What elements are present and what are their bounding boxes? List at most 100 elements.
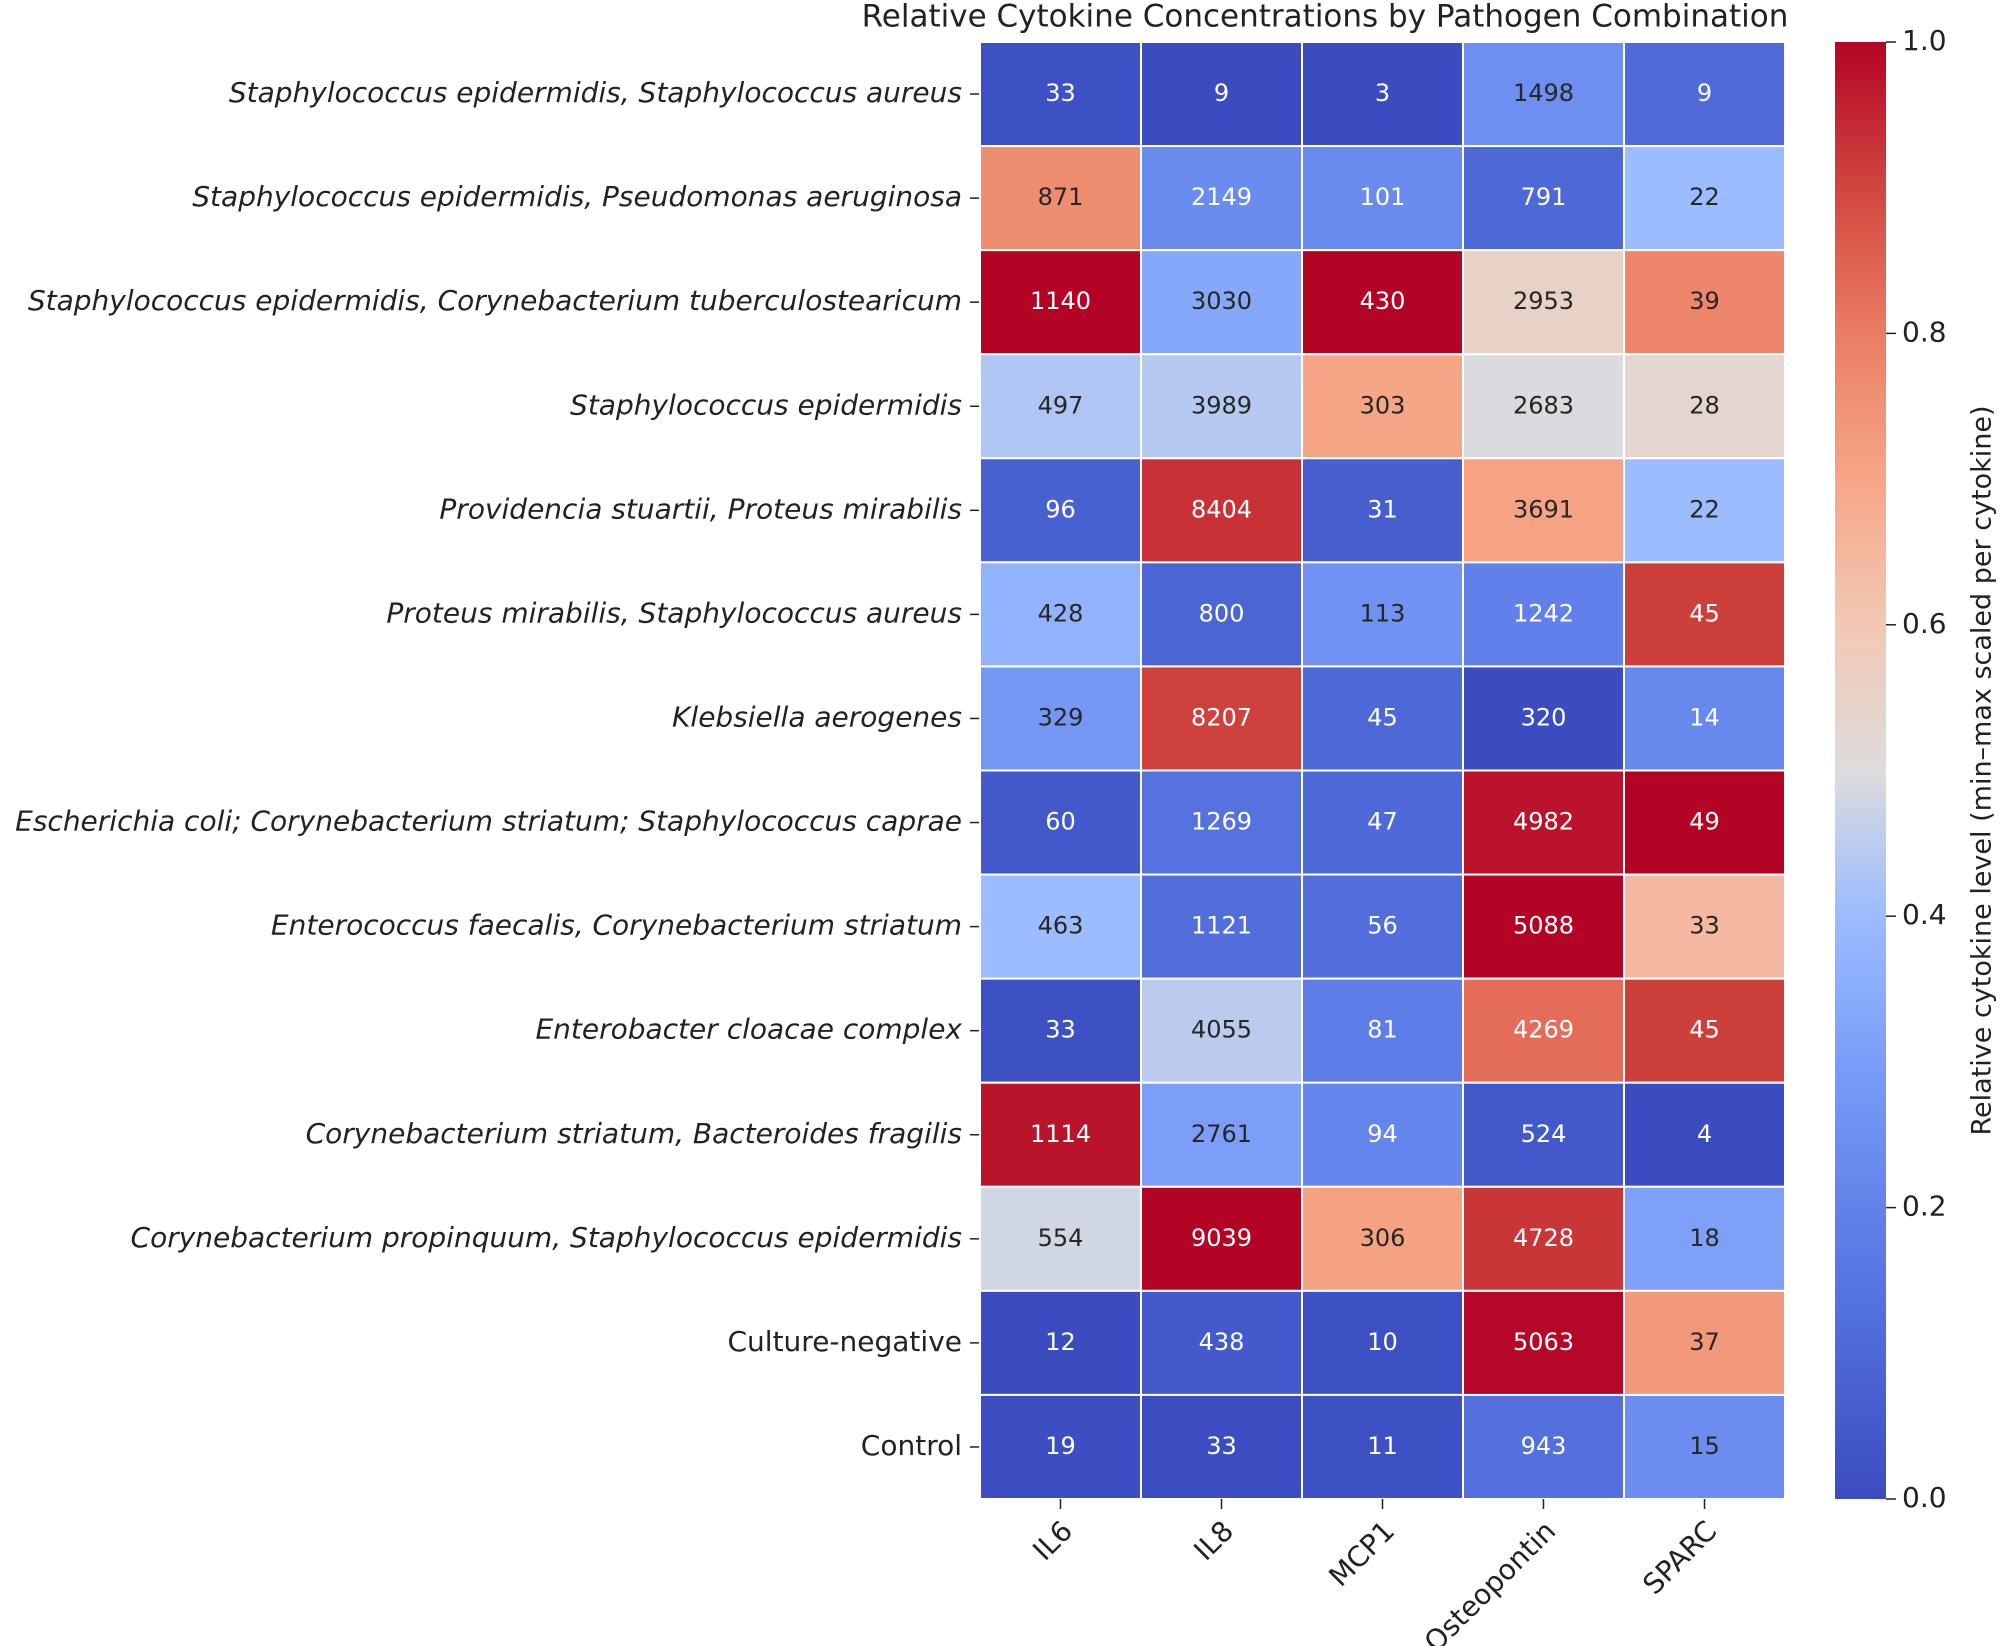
cell-label: 45	[1367, 703, 1398, 731]
heatmap-cell	[1140, 1081, 1303, 1188]
heatmap-cell	[1462, 1081, 1625, 1188]
cell-label: 5063	[1513, 1328, 1574, 1356]
cell-label: 943	[1521, 1432, 1567, 1460]
heatmap-cell	[1623, 561, 1786, 668]
row-label: Escherichia coli; Corynebacterium striat…	[15, 805, 962, 838]
cell-label: 33	[1045, 1016, 1076, 1044]
column-label: IL8	[1187, 1514, 1240, 1567]
cell-label: 8404	[1191, 495, 1252, 523]
heatmap-cell	[1462, 769, 1625, 876]
column-label: MCP1	[1322, 1514, 1401, 1593]
heatmap-cell	[1623, 1185, 1786, 1292]
heatmap-cell	[1462, 353, 1625, 460]
row-label: Enterobacter cloacae complex	[535, 1013, 962, 1046]
cell-label: 22	[1689, 183, 1720, 211]
heatmap-cell	[1301, 769, 1464, 876]
cell-label: 320	[1521, 703, 1567, 731]
heatmap-cell	[1623, 977, 1786, 1084]
row-label: Corynebacterium propinquum, Staphylococc…	[131, 1221, 962, 1254]
heatmap-cell	[1623, 353, 1786, 460]
heatmap-cell	[1623, 1393, 1786, 1501]
heatmap-cell	[1623, 1289, 1786, 1396]
heatmap-cell	[1140, 665, 1303, 772]
cell-label: 113	[1360, 599, 1406, 627]
cell-label: 14	[1689, 703, 1720, 731]
cell-label: 31	[1367, 495, 1398, 523]
chart-title: Relative Cytokine Concentrations by Path…	[862, 0, 1789, 35]
heatmap-cell	[1301, 353, 1464, 460]
heatmap-cell	[1623, 249, 1786, 356]
heatmap-cell	[1623, 41, 1786, 148]
cell-label: 3691	[1513, 495, 1574, 523]
cell-label: 60	[1045, 808, 1076, 836]
cell-label: 4982	[1513, 808, 1574, 836]
cell-label: 2149	[1191, 183, 1252, 211]
heatmap-cell	[1140, 249, 1303, 356]
column-label: Osteopontin	[1418, 1514, 1562, 1646]
heatmap-cell	[1301, 249, 1464, 356]
cell-label: 3	[1375, 79, 1390, 107]
heatmap-cell	[1462, 249, 1625, 356]
cell-label: 49	[1689, 808, 1720, 836]
row-label: Culture-negative	[728, 1325, 963, 1358]
cell-label: 81	[1367, 1016, 1398, 1044]
cell-label: 28	[1689, 391, 1720, 419]
heatmap-cell	[1140, 41, 1303, 148]
heatmap-cell	[1140, 457, 1303, 564]
cell-label: 2761	[1191, 1120, 1252, 1148]
cell-label: 5088	[1513, 912, 1574, 940]
cell-label: 18	[1689, 1224, 1720, 1252]
heatmap-cell	[1462, 457, 1625, 564]
cell-label: 10	[1367, 1328, 1398, 1356]
column-label: SPARC	[1636, 1514, 1723, 1601]
cell-label: 430	[1360, 287, 1406, 315]
colorbar-tick-label: 0.2	[1902, 1190, 1947, 1223]
heatmap-cell	[1301, 1289, 1464, 1396]
colorbar-tick-label: 0.6	[1902, 607, 1947, 640]
cell-label: 15	[1689, 1432, 1720, 1460]
heatmap-cell	[1623, 873, 1786, 980]
cell-label: 11	[1367, 1432, 1398, 1460]
row-label: Proteus mirabilis, Staphylococcus aureus	[386, 596, 962, 629]
heatmap-cell	[1462, 1185, 1625, 1292]
cell-label: 33	[1206, 1432, 1237, 1460]
heatmap-cell	[979, 561, 1142, 668]
cell-label: 22	[1689, 495, 1720, 523]
row-label: Providencia stuartii, Proteus mirabilis	[439, 492, 962, 525]
column-label: IL6	[1026, 1514, 1079, 1567]
cell-label: 4055	[1191, 1016, 1252, 1044]
heatmap-cell	[1462, 1289, 1625, 1396]
heatmap-cell	[1301, 1393, 1464, 1501]
cell-label: 12	[1045, 1328, 1076, 1356]
heatmap-cell	[1140, 145, 1303, 252]
cell-label: 9039	[1191, 1224, 1252, 1252]
cell-label: 306	[1360, 1224, 1406, 1252]
cell-label: 3989	[1191, 391, 1252, 419]
heatmap-cell	[979, 457, 1142, 564]
row-label: Staphylococcus epidermidis, Pseudomonas …	[192, 180, 962, 213]
cell-label: 19	[1045, 1432, 1076, 1460]
heatmap-cell	[1140, 1185, 1303, 1292]
cell-label: 94	[1367, 1120, 1398, 1148]
row-label: Corynebacterium striatum, Bacteroides fr…	[306, 1117, 962, 1150]
cell-label: 45	[1689, 1016, 1720, 1044]
cell-label: 1269	[1191, 808, 1252, 836]
heatmap-cell	[979, 977, 1142, 1084]
cell-label: 1114	[1030, 1120, 1091, 1148]
row-label: Staphylococcus epidermidis, Corynebacter…	[28, 284, 962, 317]
row-label: Staphylococcus epidermidis	[570, 388, 962, 421]
heatmap-cell	[1623, 1081, 1786, 1188]
cell-label: 96	[1045, 495, 1076, 523]
cell-label: 438	[1199, 1328, 1245, 1356]
cell-label: 4269	[1513, 1016, 1574, 1044]
heatmap-cell	[1623, 145, 1786, 252]
heatmap-cell	[1301, 977, 1464, 1084]
cell-label: 33	[1689, 912, 1720, 940]
cell-label: 554	[1038, 1224, 1084, 1252]
heatmap-cell	[1623, 457, 1786, 564]
colorbar-tick-label: 0.0	[1902, 1481, 1947, 1514]
heatmap-cell	[1462, 977, 1625, 1084]
heatmap-cell	[1301, 1185, 1464, 1292]
cell-label: 428	[1038, 599, 1084, 627]
